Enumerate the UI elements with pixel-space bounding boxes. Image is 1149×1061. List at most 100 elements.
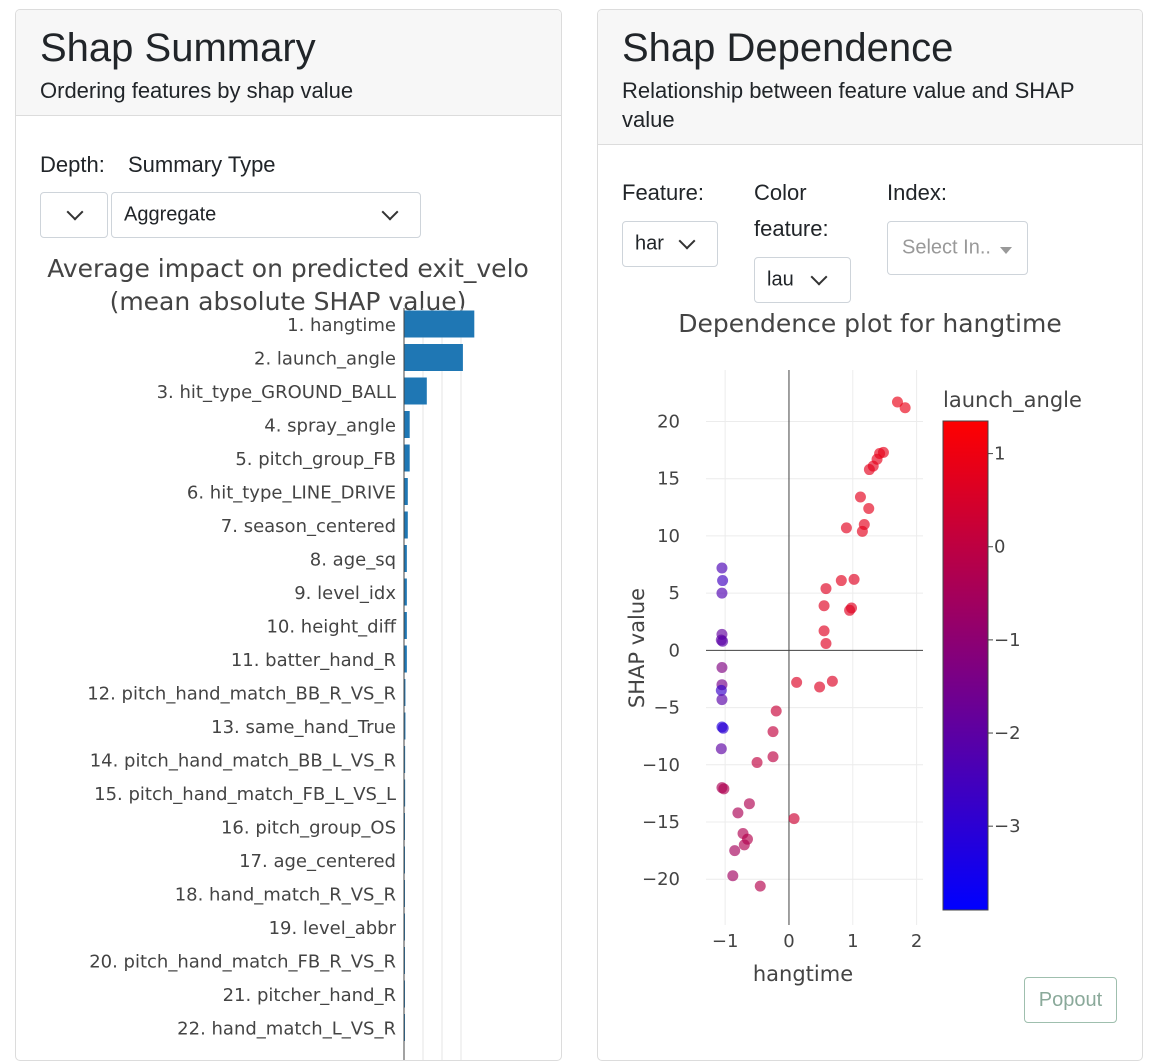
dependence-point [856,525,868,537]
color-feature-label-line1: Color [754,180,807,205]
dependence-scatter-chart: Dependence plot for hangtime −1 0 1 2201510… [625,309,1082,986]
dependence-point [767,726,779,738]
summary-bar-label: 12. pitch_hand_match_BB_R_VS_R [87,684,396,705]
dependence-point [788,813,800,825]
colorbar-tick-label: −2 [994,723,1021,744]
summary-bar-label: 4. spray_angle [264,416,396,437]
dependence-point [840,522,852,534]
summary-bar-label: 5. pitch_group_FB [235,449,396,470]
dependence-point [732,807,744,819]
dependence-subtitle: Relationship between feature value and S… [622,78,1075,132]
summary-bar-chart: Average impact on predicted exit_velo (m… [47,254,529,1060]
summary-bar-label: 18. hand_match_R_VS_R [175,885,396,906]
feature-select[interactable]: har [622,221,718,267]
dependence-point [717,635,729,647]
colorbar [942,420,989,911]
chevron-down-icon [678,232,696,250]
dependence-point [717,722,729,734]
caret-down-icon [1000,247,1012,254]
color-feature-select-value: lau [767,268,794,291]
dependence-point [770,705,782,717]
summary-type-label: Summary Type [128,152,276,177]
dependence-point [754,880,766,892]
dependence-point [818,600,830,612]
summary-type-select[interactable]: Aggregate [111,192,421,238]
popout-button[interactable]: Popout [1024,977,1117,1023]
summary-bar-label: 3. hit_type_GROUND_BALL [157,382,396,403]
dependence-point [716,694,728,706]
dependence-y-tick-label: 5 [669,583,680,604]
dependence-x-axis-label: hangtime [753,962,853,986]
color-feature-select[interactable]: lau [754,257,851,303]
summary-bar [404,712,406,740]
dependence-card-header: Shap Dependence Relationship between fea… [598,10,1142,145]
summary-bar-label: 11. batter_hand_R [231,650,396,671]
dependence-x-tick-label: −1 [712,931,739,952]
summary-bar-labels: 1. hangtime 2. launch_angle 3. hit_type_GR… [87,315,396,1040]
summary-title: Shap Summary [40,26,316,70]
summary-bar [404,377,427,405]
dependence-point [715,684,727,696]
summary-bar-label: 10. height_diff [266,617,396,638]
summary-bar [404,344,463,371]
summary-bar-label: 8. age_sq [310,550,396,571]
summary-bar [404,511,408,539]
depth-select[interactable] [40,192,108,238]
dependence-point [717,575,729,587]
summary-bar [404,612,407,639]
summary-type-value: Aggregate [124,203,217,226]
shap-dependence-card: Shap Dependence Relationship between fea… [597,9,1143,1061]
dependence-point [848,573,860,585]
dependence-point [844,604,856,616]
index-label: Index: [887,180,947,205]
dependence-point [818,625,830,637]
summary-bar-label: 20. pitch_hand_match_FB_R_VS_R [89,952,396,973]
summary-bar-label: 17. age_centered [239,851,396,872]
summary-bar-label: 9. level_idx [294,583,396,604]
dependence-y-tick-label: 0 [669,640,680,661]
summary-bar [404,578,407,606]
summary-bar-label: 1. hangtime [287,315,396,336]
summary-bar-label: 13. same_hand_True [211,717,396,738]
summary-bar-label: 22. hand_match_L_VS_R [177,1019,396,1040]
summary-bar-label: 16. pitch_group_OS [221,818,396,839]
dependence-point [716,662,728,674]
summary-gridlines [422,308,462,1060]
dependence-title: Shap Dependence [622,26,954,70]
dependence-point [899,402,911,414]
dependence-point [751,757,763,769]
summary-chart-title-line1: Average impact on predicted exit_velo [47,254,529,283]
chevron-down-icon [381,203,399,221]
colorbar-tick-label: −3 [994,816,1021,837]
dependence-y-axis-label: SHAP value [625,588,649,708]
dependence-x-tick-label: 1 [847,931,858,952]
dependence-point [729,845,741,857]
dependence-y-tick-label: −5 [653,698,680,719]
summary-card-header: Shap Summary Ordering features by shap v… [16,10,561,116]
colorbar-tick-label: −1 [994,630,1021,651]
summary-bar-label: 6. hit_type_LINE_DRIVE [187,483,396,504]
dependence-point [715,743,727,755]
index-select[interactable]: Select In.. [887,221,1028,275]
dependence-point [820,637,832,649]
dependence-point [835,575,847,587]
dependence-x-tick-label: 0 [783,931,794,952]
colorbar-tick-label: 1 [994,444,1005,465]
colorbar-title: launch_angle [943,388,1082,413]
dependence-y-tick-label: 20 [657,411,680,432]
summary-bar-label: 15. pitch_hand_match_FB_L_VS_L [94,784,396,805]
summary-bar-label: 2. launch_angle [254,349,396,370]
dependence-x-tick-label: 2 [911,931,922,952]
dependence-points [715,396,911,892]
summary-bar [404,746,406,773]
dependence-point [738,839,750,851]
dependence-point [820,583,832,595]
color-feature-label-line2: feature: [754,216,829,241]
summary-bar-label: 19. level_abbr [269,918,397,939]
summary-bar [404,779,406,807]
summary-bar-label: 7. season_centered [221,516,396,537]
dependence-point [863,464,875,476]
dependence-point [814,681,826,693]
summary-bar [404,310,475,338]
